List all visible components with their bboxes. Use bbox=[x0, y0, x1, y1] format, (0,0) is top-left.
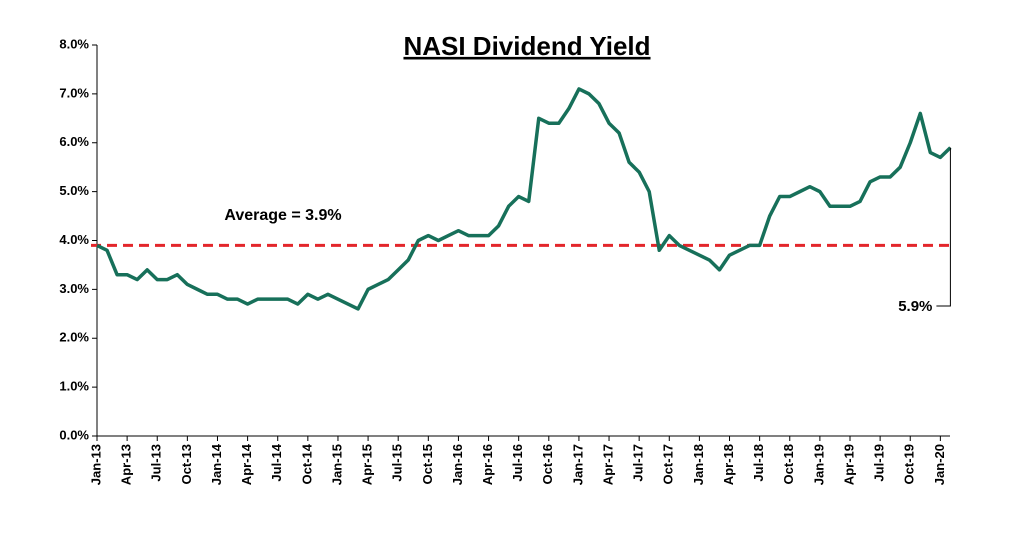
end-label: 5.9% bbox=[898, 298, 932, 315]
x-tick-label: Apr-13 bbox=[119, 444, 134, 485]
y-tick-label: 4.0% bbox=[59, 232, 89, 247]
x-tick-label: Oct-18 bbox=[781, 444, 796, 484]
x-tick-label: Jan-18 bbox=[691, 444, 706, 485]
y-tick-label: 1.0% bbox=[59, 379, 89, 394]
x-tick-label: Apr-19 bbox=[841, 444, 856, 485]
y-tick-label: 3.0% bbox=[59, 281, 89, 296]
y-tick-label: 2.0% bbox=[59, 330, 89, 345]
x-tick-label: Apr-15 bbox=[360, 444, 375, 485]
x-tick-label: Oct-16 bbox=[540, 444, 555, 484]
x-tick-label: Jul-15 bbox=[390, 444, 405, 482]
x-tick-label: Jul-14 bbox=[269, 443, 284, 481]
x-tick-label: Oct-13 bbox=[179, 444, 194, 484]
x-tick-label: Jan-16 bbox=[450, 444, 465, 485]
average-label: Average = 3.9% bbox=[224, 207, 341, 224]
x-tick-label: Apr-18 bbox=[721, 444, 736, 485]
chart-title: NASI Dividend Yield bbox=[403, 31, 650, 61]
x-tick-label: Jul-19 bbox=[872, 444, 887, 482]
y-tick-label: 0.0% bbox=[59, 427, 89, 442]
x-tick-label: Jan-17 bbox=[570, 444, 585, 485]
x-tick-label: Oct-15 bbox=[420, 444, 435, 484]
x-tick-label: Oct-19 bbox=[902, 444, 917, 484]
x-tick-label: Jul-16 bbox=[510, 444, 525, 482]
x-tick-label: Jan-20 bbox=[932, 444, 947, 485]
x-tick-label: Apr-17 bbox=[600, 444, 615, 485]
x-tick-label: Oct-14 bbox=[299, 443, 314, 484]
x-tick-label: Apr-16 bbox=[480, 444, 495, 485]
x-tick-label: Jul-13 bbox=[149, 444, 164, 482]
x-tick-label: Apr-14 bbox=[239, 443, 254, 485]
y-tick-label: 7.0% bbox=[59, 85, 89, 100]
x-tick-label: Jul-18 bbox=[751, 444, 766, 482]
x-tick-label: Jan-13 bbox=[88, 444, 103, 485]
line-series bbox=[96, 87, 952, 311]
x-tick-label: Jan-14 bbox=[209, 443, 224, 485]
y-tick-label: 8.0% bbox=[59, 36, 89, 51]
y-tick-label: 5.0% bbox=[59, 183, 89, 198]
x-tick-label: Jan-19 bbox=[811, 444, 826, 485]
y-tick-label: 6.0% bbox=[59, 134, 89, 149]
leader-line bbox=[936, 147, 951, 307]
x-tick-label: Jul-17 bbox=[631, 444, 646, 482]
x-tick-label: Jan-15 bbox=[329, 444, 344, 485]
x-tick-label: Oct-17 bbox=[661, 444, 676, 484]
